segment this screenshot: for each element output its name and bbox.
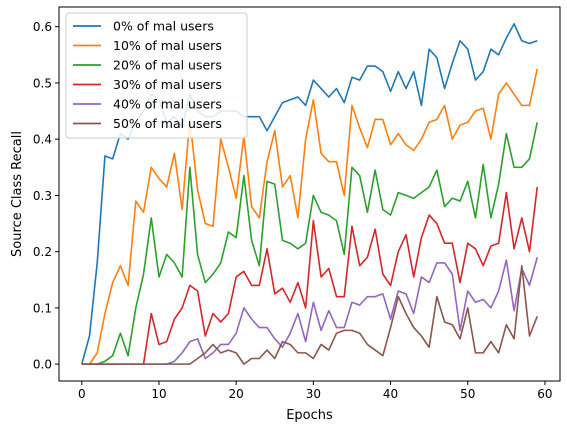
series-line-3 — [81, 186, 539, 365]
legend-label-5: 50% of mal users — [113, 116, 222, 131]
x-tick-label-3: 30 — [306, 387, 321, 401]
legend-label-2: 20% of mal users — [113, 58, 222, 73]
legend-label-0: 0% of mal users — [113, 19, 214, 34]
y-tick-label-3: 0.3 — [33, 189, 52, 203]
y-tick-label-1: 0.1 — [33, 301, 52, 315]
x-tick-label-6: 60 — [537, 387, 552, 401]
y-tick-label-6: 0.6 — [33, 20, 52, 34]
x-axis: 0 10 20 30 40 50 60 — [78, 381, 553, 401]
x-tick-label-2: 20 — [229, 387, 244, 401]
legend-box — [65, 12, 248, 139]
legend-label-4: 40% of mal users — [113, 97, 222, 112]
x-tick-label-4: 40 — [383, 387, 398, 401]
y-tick-label-0: 0.0 — [33, 358, 52, 372]
x-axis-label: Epochs — [286, 408, 333, 423]
y-axis: 0.0 0.1 0.2 0.3 0.4 0.5 0.6 — [33, 20, 59, 372]
y-tick-label-5: 0.5 — [33, 76, 52, 90]
y-tick-label-2: 0.2 — [33, 245, 52, 259]
series-line-2 — [81, 122, 539, 365]
legend: 0% of mal users 10% of mal users 20% of ma… — [65, 12, 248, 139]
legend-label-3: 30% of mal users — [113, 77, 222, 92]
x-tick-label-0: 0 — [78, 387, 86, 401]
series-line-1 — [81, 68, 539, 365]
y-tick-label-4: 0.4 — [33, 133, 52, 147]
x-tick-label-5: 50 — [460, 387, 475, 401]
y-axis-label: Source Class Recall — [10, 131, 25, 257]
legend-label-1: 10% of mal users — [113, 38, 222, 53]
x-tick-label-1: 10 — [151, 387, 166, 401]
series-line-5 — [81, 264, 538, 365]
